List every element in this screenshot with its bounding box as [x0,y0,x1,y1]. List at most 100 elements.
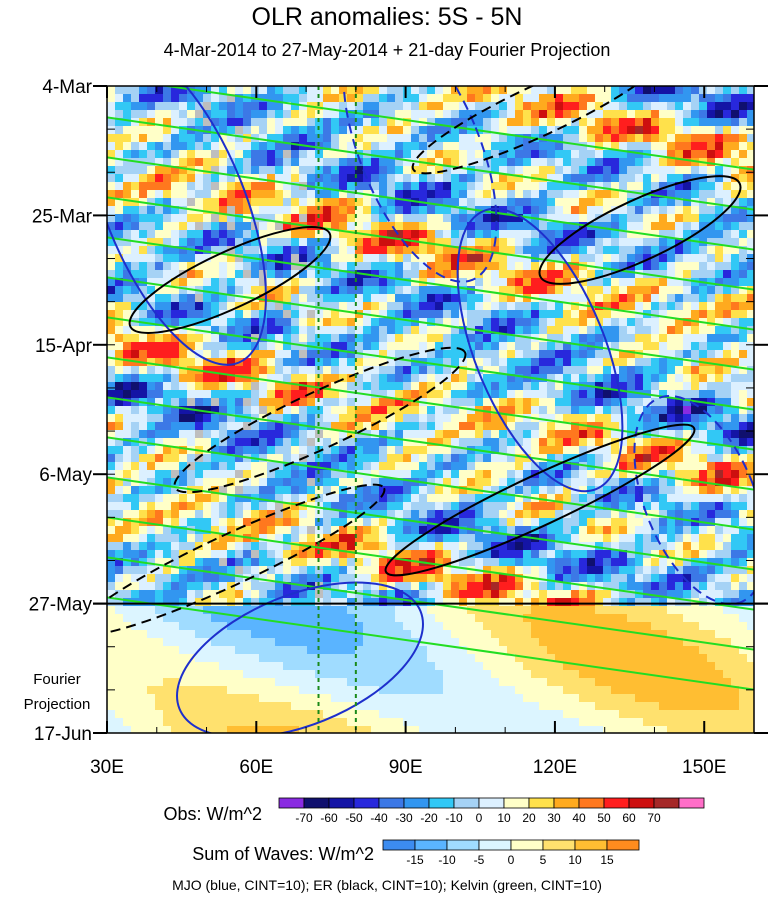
field-cell [515,502,524,511]
field-cell [163,398,172,407]
field-cell [203,86,212,95]
field-cell [203,294,212,303]
field-cell [619,486,628,495]
field-cell [563,278,572,287]
field-cell [539,278,548,287]
field-cell [203,182,212,191]
field-cell [267,358,276,367]
field-cell [683,302,692,311]
field-cell [595,182,604,191]
field-cell [451,318,460,327]
field-cell [371,302,380,311]
field-cell [315,542,324,551]
field-cell [227,574,236,583]
field-cell [715,134,724,143]
field-cell [467,542,476,551]
field-cell [539,526,548,535]
field-cell [715,302,724,311]
field-cell [427,550,436,559]
field-cell [403,494,412,503]
field-cell [627,134,636,143]
field-cell [651,230,660,239]
field-cell [499,310,508,319]
field-cell [699,126,708,135]
field-cell [315,206,324,215]
field-cell [475,390,484,399]
field-cell [667,222,676,231]
field-cell [363,342,372,351]
field-cell [355,494,364,503]
field-cell [507,86,516,95]
field-cell [491,398,500,407]
field-cell [355,382,364,391]
field-cell [571,414,580,423]
field-cell [171,102,180,111]
field-cell [723,558,732,567]
field-cell [707,566,716,575]
field-cell [483,446,492,455]
field-cell [643,166,652,175]
field-cell [291,478,300,487]
field-cell [555,486,564,495]
field-cell [643,486,652,495]
field-cell [299,438,308,447]
field-cell [115,86,124,95]
field-cell [339,246,348,255]
field-cell [563,334,572,343]
field-cell [123,478,132,487]
field-cell [715,486,724,495]
field-cell [307,294,316,303]
field-cell [619,374,628,383]
field-cell [267,278,276,287]
field-cell [651,190,660,199]
field-cell [115,230,124,239]
field-cell [171,94,180,103]
field-cell [467,254,476,263]
field-cell [539,470,548,479]
field-cell [259,342,268,351]
field-cell [315,406,324,415]
field-cell [171,518,180,527]
field-cell [715,158,724,167]
field-cell [539,422,548,431]
field-cell [355,142,364,151]
field-cell [299,238,308,247]
field-cell [747,542,754,551]
field-cell [563,454,572,463]
field-cell [403,350,412,359]
field-cell [571,534,580,543]
field-cell [275,230,284,239]
field-cell [115,542,124,551]
field-cell [227,182,236,191]
field-cell [499,494,508,503]
field-cell [339,534,348,543]
field-cell [547,334,556,343]
field-cell [379,398,388,407]
field-cell [299,294,308,303]
field-cell [467,374,476,383]
field-cell [515,150,524,159]
field-cell [187,302,196,311]
field-cell [323,326,332,335]
field-cell [283,502,292,511]
field-cell [483,254,492,263]
field-cell [523,342,532,351]
field-cell [683,526,692,535]
field-cell [347,478,356,487]
field-cell [563,470,572,479]
field-cell [635,406,644,415]
field-cell [515,230,524,239]
field-cell [275,302,284,311]
field-cell [115,94,124,103]
field-cell [227,494,236,503]
field-cell [395,366,404,375]
field-cell [147,142,156,151]
field-cell [523,542,532,551]
field-cell [579,270,588,279]
field-cell [539,86,548,95]
field-cell [107,550,116,559]
field-cell [523,198,532,207]
field-cell [251,118,260,127]
field-cell [291,438,300,447]
field-cell [531,382,540,391]
